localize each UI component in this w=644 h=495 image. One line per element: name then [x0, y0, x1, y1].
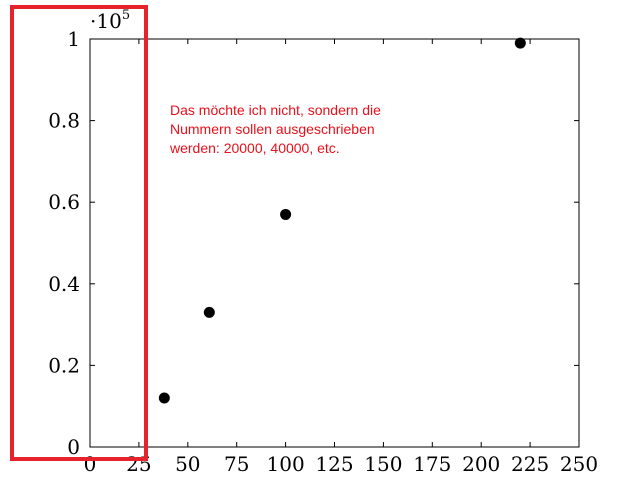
plot-frame [89, 38, 580, 448]
y-tick-label-0: 0 [67, 435, 80, 459]
y-tick-label-2: 0.4 [48, 272, 80, 296]
y-tick-label-1: 0.2 [48, 353, 80, 377]
x-tick-label-10: 250 [560, 452, 598, 476]
y-tick-label-3: 0.6 [48, 190, 80, 214]
y-tick-label-5: 1 [67, 27, 80, 51]
x-tick-label-8: 200 [462, 452, 500, 476]
x-tick-label-3: 75 [224, 452, 249, 476]
x-axis: 0 25 50 75 100 125 150 175 200 225 250 [84, 39, 598, 476]
data-point-3 [514, 37, 526, 49]
x-tick-label-2: 50 [175, 452, 200, 476]
y-axis: 0 0.2 0.4 0.6 0.8 1 [48, 27, 579, 459]
data-point-1 [203, 306, 215, 318]
x-tick-label-9: 225 [511, 452, 549, 476]
highlight-box [10, 5, 148, 461]
x-tick-label-0: 0 [84, 452, 97, 476]
data-points [158, 37, 526, 404]
x-tick-label-5: 125 [315, 452, 353, 476]
x-tick-label-7: 175 [413, 452, 451, 476]
annotation-line-2: Nummern sollen ausgeschrieben [170, 121, 375, 137]
annotation-line-1: Das möchte ich nicht, sondern die [170, 102, 381, 118]
y-scale-factor: ·105 [90, 8, 130, 33]
annotation-note: Das möchte ich nicht, sondern die Nummer… [169, 102, 381, 156]
y-tick-label-4: 0.8 [48, 109, 80, 133]
x-tick-label-4: 100 [267, 452, 305, 476]
x-tick-label-6: 150 [364, 452, 402, 476]
data-point-2 [280, 208, 292, 220]
data-point-0 [158, 392, 170, 404]
annotation-line-3: werden: 20000, 40000, etc. [169, 140, 340, 156]
